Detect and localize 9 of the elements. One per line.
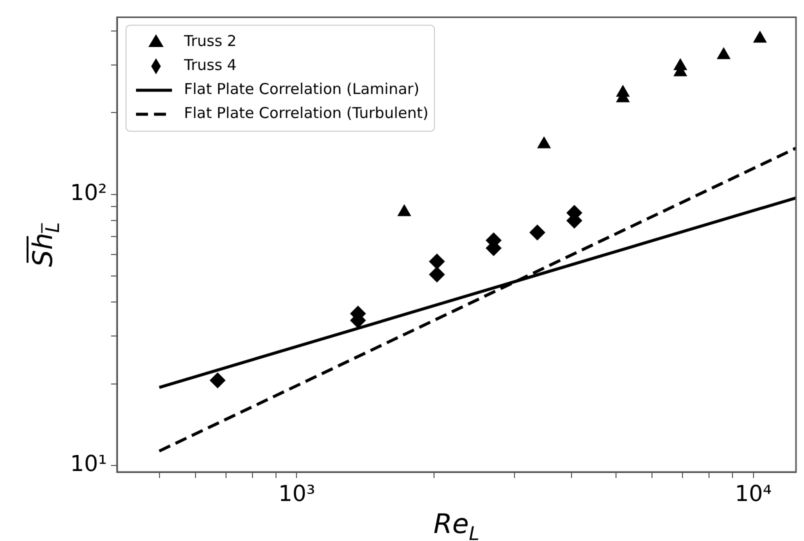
legend-label: Truss 4 [183, 56, 237, 74]
legend-label: Truss 2 [183, 32, 237, 50]
y-axis-title: S̅h̅L̅ [26, 222, 64, 267]
legend-label: Flat Plate Correlation (Turbulent) [184, 104, 428, 122]
x-tick-label: 10³ [278, 482, 316, 507]
x-tick-label: 10⁴ [734, 482, 772, 507]
y-tick-label: 10² [70, 181, 107, 206]
legend-label: Flat Plate Correlation (Laminar) [184, 80, 420, 98]
y-tick-label: 10¹ [70, 452, 107, 478]
